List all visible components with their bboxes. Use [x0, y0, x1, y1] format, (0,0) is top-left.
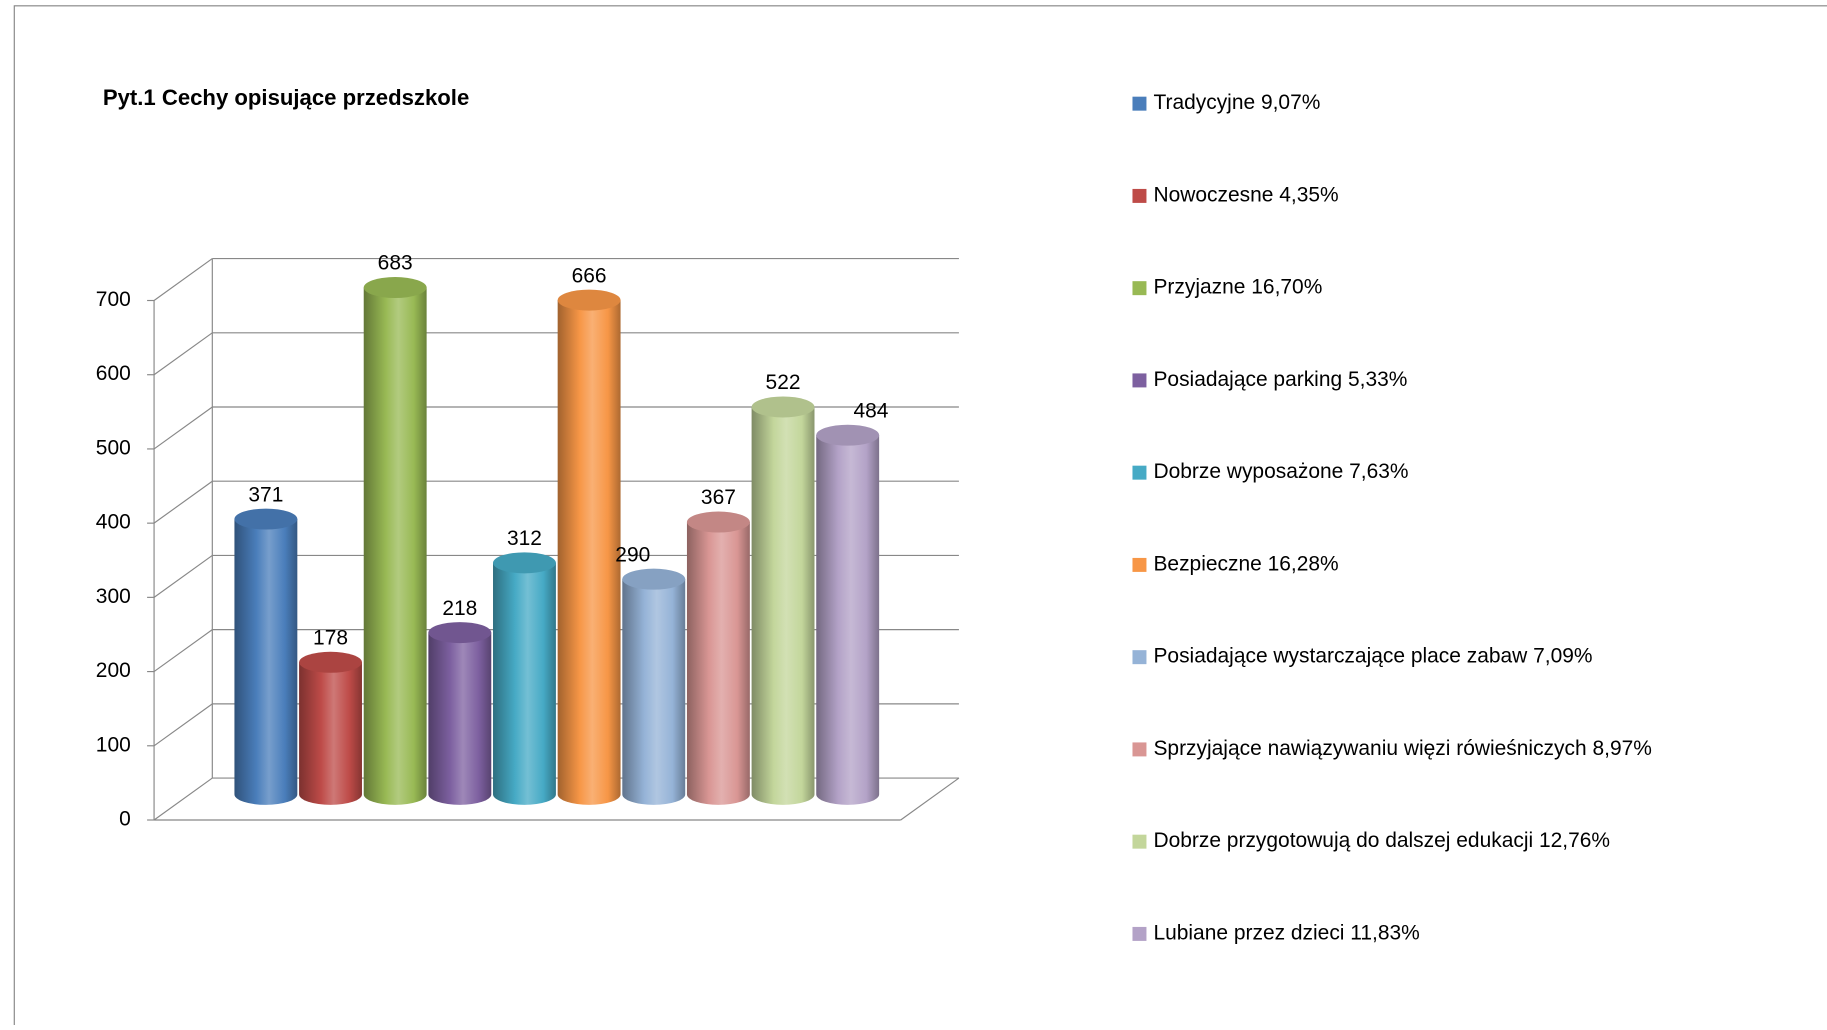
bar-cap: [686, 511, 750, 533]
bar: [299, 662, 362, 805]
data-label: 290: [615, 543, 650, 566]
grid-line: [153, 480, 213, 524]
legend-label: Tradycyjne 9,07%: [1153, 91, 1320, 114]
y-tick-label: 600: [96, 362, 131, 385]
bar-cap: [234, 508, 298, 530]
data-label: 178: [313, 627, 348, 650]
bar: [751, 406, 815, 805]
legend-label: Przyjazne 16,70%: [1153, 276, 1322, 299]
y-tick-label: 700: [96, 288, 131, 311]
data-label: 218: [442, 597, 477, 620]
legend-label: Bezpieczne 16,28%: [1153, 552, 1338, 575]
bar-cap: [493, 552, 556, 574]
y-tick-label: 500: [96, 436, 131, 459]
legend-label: Lubiane przez dzieci 11,83%: [1153, 921, 1419, 944]
legend-label: Sprzyjające nawiązywaniu więzi rówieśnic…: [1153, 737, 1651, 760]
bar-cap: [751, 396, 815, 418]
bar: [686, 522, 750, 805]
legend-swatch: [1132, 834, 1147, 849]
bar: [428, 632, 492, 805]
chart-frame: [13, 5, 1827, 1030]
data-label: 683: [378, 252, 413, 275]
legend-label: Nowoczesne 4,35%: [1153, 183, 1338, 206]
legend-label: Dobrze przygotowują do dalszej edukacji …: [1153, 829, 1610, 852]
y-tick-label: 100: [96, 733, 131, 756]
legend-swatch: [1132, 742, 1147, 757]
bar-cap: [622, 568, 686, 590]
grid-line: [153, 629, 213, 673]
legend-swatch: [1132, 281, 1147, 296]
bar-cap: [363, 277, 427, 298]
y-tick-label: 400: [96, 511, 131, 534]
grid-line: [153, 554, 213, 598]
bar: [622, 579, 686, 805]
legend-swatch: [1132, 96, 1147, 111]
legend-label: Posiadające parking 5,33%: [1153, 368, 1407, 391]
bar-cap: [816, 424, 880, 446]
legend-swatch: [1132, 557, 1147, 572]
bar: [493, 562, 556, 805]
legend-swatch: [1132, 650, 1147, 665]
data-label: 371: [248, 483, 283, 506]
data-label: 367: [701, 486, 736, 509]
legend-label: Posiadające wystarczające place zabaw 7,…: [1153, 645, 1592, 668]
chart-title: Pyt.1 Cechy opisujące przedszkole: [103, 85, 469, 110]
y-tick-label: 0: [119, 808, 131, 831]
bar: [816, 435, 880, 805]
bar: [363, 287, 427, 805]
grid-line: [153, 332, 213, 376]
y-tick-label: 300: [96, 585, 131, 608]
floor-line: [900, 777, 960, 821]
bar: [557, 300, 621, 805]
bar: [234, 519, 298, 805]
grid-line: [153, 258, 213, 301]
data-label: 666: [572, 264, 607, 287]
grid-line: [153, 406, 213, 450]
legend-swatch: [1132, 188, 1147, 203]
grid-line: [153, 777, 213, 821]
legend-swatch: [1132, 373, 1147, 388]
y-tick-label: 200: [96, 659, 131, 682]
grid-line: [153, 703, 213, 747]
data-label: 312: [507, 527, 542, 550]
data-label: 522: [766, 371, 801, 394]
legend-swatch: [1132, 926, 1147, 941]
legend-label: Dobrze wyposażone 7,63%: [1153, 460, 1408, 483]
bar-cap: [299, 651, 362, 673]
bar-cap: [557, 289, 621, 311]
bar-cap: [428, 622, 492, 644]
legend-swatch: [1132, 465, 1147, 480]
data-label: 484: [854, 399, 889, 422]
